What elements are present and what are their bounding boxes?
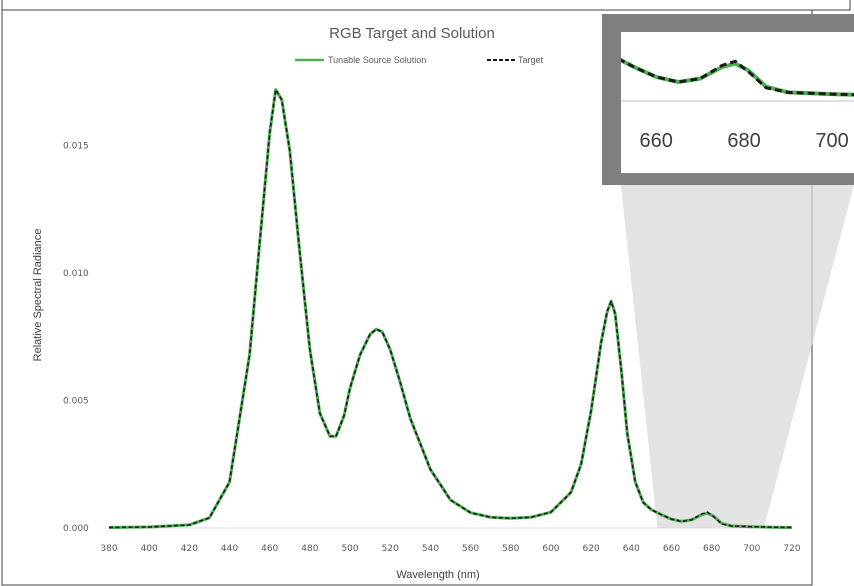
- x-tick-label: 600: [542, 544, 559, 554]
- x-tick-label: 380: [100, 544, 117, 554]
- x-tick-label: 440: [221, 544, 238, 554]
- x-axis-ticks: 380 400 420 440 460 480 500 520 540 560 580 600 620 6…: [100, 544, 800, 554]
- inset-plot-background: [621, 32, 854, 173]
- series-line-target: [108, 88, 793, 529]
- x-tick-label: 420: [181, 544, 198, 554]
- x-tick-label: 700: [743, 544, 760, 554]
- x-tick-label: 580: [502, 544, 519, 554]
- x-tick-label: 680: [703, 544, 720, 554]
- x-tick-label: 720: [783, 544, 800, 554]
- x-tick-label: 520: [382, 544, 399, 554]
- y-tick-label: 0.015: [63, 142, 89, 152]
- plot-area: 0.000 0.005 0.010 0.015 380 400 420 440 460 480 5…: [63, 88, 801, 554]
- legend-label-tunable-source-solution: Tunable Source Solution: [328, 55, 426, 65]
- legend-label-target: Target: [518, 55, 544, 65]
- inset-x-tick-label: 660: [639, 130, 672, 152]
- inset-x-tick-label: 680: [727, 130, 760, 152]
- y-axis-ticks: 0.000 0.005 0.010 0.015: [63, 142, 89, 534]
- zoom-region: [621, 185, 854, 528]
- x-tick-label: 480: [301, 544, 318, 554]
- x-tick-label: 460: [261, 544, 278, 554]
- inset-zoom-panel: 660 680 700: [602, 14, 854, 185]
- legend: Tunable Source Solution Target: [295, 55, 544, 65]
- top-panel-frame: [1, 0, 851, 11]
- y-tick-label: 0.005: [63, 397, 89, 407]
- inset-x-tick-label: 700: [815, 130, 848, 152]
- chart-title: RGB Target and Solution: [329, 25, 495, 42]
- x-tick-label: 540: [422, 544, 439, 554]
- inset-series-line-target: [621, 58, 854, 97]
- x-tick-label: 660: [663, 544, 680, 554]
- x-tick-label: 640: [623, 544, 640, 554]
- x-tick-label: 500: [341, 544, 358, 554]
- x-tick-label: 560: [462, 544, 479, 554]
- x-axis-title: Wavelength (nm): [396, 569, 479, 581]
- x-tick-label: 400: [141, 544, 158, 554]
- inset-x-axis-ticks: 660 680 700: [639, 130, 848, 152]
- y-tick-label: 0.000: [63, 524, 89, 534]
- y-tick-label: 0.010: [63, 269, 89, 279]
- y-axis-title: Relative Spectral Radiance: [32, 229, 44, 362]
- x-tick-label: 620: [583, 544, 600, 554]
